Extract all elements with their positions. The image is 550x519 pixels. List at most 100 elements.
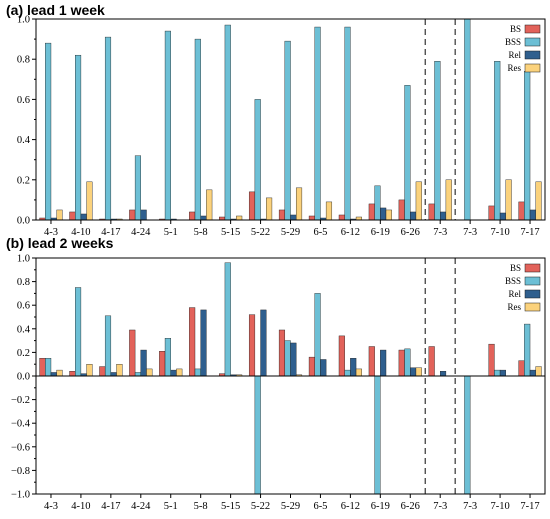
x-tick-label: 5-15 bbox=[221, 227, 240, 238]
bar-rel bbox=[200, 309, 207, 377]
bar-bss bbox=[524, 323, 531, 377]
bar-rel bbox=[410, 367, 417, 377]
x-tick-label: 5-1 bbox=[164, 501, 178, 512]
bar-bss bbox=[434, 61, 441, 221]
bar-bss bbox=[104, 36, 112, 221]
bar-rel bbox=[440, 371, 447, 377]
x-tick-label: 6-12 bbox=[341, 501, 360, 512]
y-tick-label: 1.0 bbox=[17, 254, 30, 265]
bar-res bbox=[236, 215, 243, 221]
x-tick-label: 4-24 bbox=[131, 501, 151, 512]
bar-bs bbox=[428, 203, 435, 221]
bar-rel bbox=[50, 372, 57, 377]
bar-rel bbox=[320, 359, 327, 377]
bar-rel bbox=[380, 349, 387, 377]
bar-rel bbox=[290, 342, 297, 377]
bar-rel bbox=[140, 209, 147, 221]
x-tick-label: 7-3 bbox=[433, 227, 447, 238]
bar-bs bbox=[99, 366, 106, 377]
y-tick-label: −0.8 bbox=[11, 466, 30, 477]
x-tick-label: 7-3 bbox=[433, 501, 447, 512]
x-tick-label: 7-3 bbox=[463, 501, 477, 512]
panel-title: (b) lead 2 weeks bbox=[6, 235, 114, 251]
bar-bss bbox=[164, 338, 171, 377]
bar-bss bbox=[494, 61, 501, 221]
legend-label-bs: BS bbox=[510, 263, 521, 273]
bar-bss bbox=[254, 99, 261, 221]
x-tick-label: 4-17 bbox=[101, 227, 120, 238]
bar-res bbox=[56, 369, 63, 377]
bar-rel bbox=[80, 213, 87, 221]
bar-bss bbox=[194, 368, 201, 377]
y-tick-label: 0.6 bbox=[17, 95, 30, 106]
bar-bs bbox=[338, 214, 345, 221]
bar-bss bbox=[224, 24, 231, 221]
bar-rel bbox=[260, 309, 267, 377]
bar-res bbox=[86, 181, 93, 221]
bar-res bbox=[385, 209, 392, 221]
legend-swatch-res bbox=[524, 63, 541, 73]
bar-bs bbox=[398, 199, 405, 221]
legend-swatch-bs bbox=[524, 263, 541, 273]
x-tick-label: 5-22 bbox=[251, 227, 270, 238]
x-tick-label: 5-15 bbox=[221, 501, 240, 512]
x-tick-label: 5-29 bbox=[281, 227, 300, 238]
bar-bs bbox=[129, 329, 136, 377]
x-tick-label: 5-8 bbox=[194, 501, 208, 512]
legend-swatch-rel bbox=[524, 50, 541, 60]
bar-rel bbox=[410, 211, 417, 221]
bar-res bbox=[415, 367, 422, 377]
bar-bss bbox=[404, 348, 411, 377]
bar-rel bbox=[529, 369, 536, 377]
bar-bs bbox=[248, 191, 256, 221]
bar-bss bbox=[134, 155, 142, 221]
y-tick-label: 0.2 bbox=[17, 175, 30, 186]
x-tick-label: 7-17 bbox=[520, 501, 539, 512]
bar-bs bbox=[308, 215, 315, 221]
x-tick-label: 5-8 bbox=[194, 227, 208, 238]
bar-bs bbox=[189, 307, 196, 377]
bar-rel bbox=[499, 212, 506, 221]
y-tick-label: −0.2 bbox=[11, 395, 30, 406]
bar-res bbox=[535, 181, 542, 221]
legend-swatch-rel bbox=[524, 289, 541, 299]
x-tick-label: 6-26 bbox=[401, 227, 420, 238]
x-tick-label: 6-5 bbox=[313, 227, 327, 238]
y-tick-label: 0.0 bbox=[17, 372, 30, 383]
bar-bss bbox=[134, 372, 142, 377]
bar-res bbox=[176, 368, 183, 377]
panel-title: (a) lead 1 week bbox=[6, 2, 105, 18]
bar-bs bbox=[159, 351, 166, 377]
bar-bss bbox=[344, 369, 351, 377]
y-tick-label: −0.4 bbox=[11, 419, 31, 430]
legend-swatch-res bbox=[524, 302, 541, 312]
bar-bss bbox=[374, 375, 381, 495]
x-tick-label: 4-24 bbox=[131, 227, 151, 238]
bar-bs bbox=[278, 209, 286, 221]
bar-bss bbox=[194, 38, 201, 221]
bar-res bbox=[146, 368, 153, 377]
bar-bss bbox=[524, 71, 531, 221]
bar-res bbox=[355, 368, 362, 377]
bar-bss bbox=[494, 369, 501, 377]
bar-bs bbox=[338, 335, 345, 377]
x-tick-label: 4-10 bbox=[71, 227, 90, 238]
bar-bss bbox=[75, 287, 82, 377]
bar-bss bbox=[45, 42, 52, 221]
bar-bss bbox=[404, 85, 411, 221]
y-tick-label: 1.0 bbox=[17, 15, 30, 26]
bar-bs bbox=[248, 314, 256, 377]
bar-bs bbox=[368, 346, 375, 377]
bar-bss bbox=[374, 185, 381, 221]
bar-bss bbox=[164, 30, 171, 221]
bar-rel bbox=[529, 209, 536, 221]
bar-rel bbox=[350, 358, 357, 377]
x-tick-label: 4-10 bbox=[71, 501, 90, 512]
bar-res bbox=[56, 209, 63, 221]
bar-bs bbox=[518, 360, 525, 377]
bar-bss bbox=[75, 54, 82, 221]
bar-res bbox=[206, 189, 213, 221]
x-tick-label: 4-3 bbox=[44, 227, 58, 238]
legend-label-bs: BS bbox=[510, 24, 521, 34]
